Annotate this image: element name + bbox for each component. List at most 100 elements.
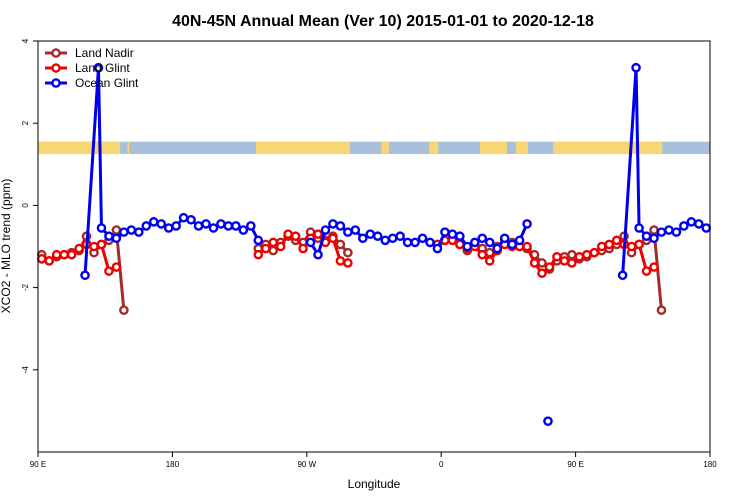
data-point <box>193 221 204 231</box>
data-point <box>44 256 55 266</box>
x-axis: 90 E 180 90 W 0 90 E 180 <box>30 452 717 469</box>
data-point <box>604 239 615 250</box>
land-band-segment <box>127 141 130 155</box>
data-point <box>298 243 308 254</box>
data-point <box>626 241 637 252</box>
land-ocean-band <box>38 141 710 155</box>
data-point <box>641 266 652 276</box>
data-point <box>343 247 353 258</box>
data-point <box>701 223 712 233</box>
data-point <box>126 225 137 235</box>
data-point <box>634 223 644 233</box>
data-point <box>178 212 189 223</box>
data-point <box>365 229 376 239</box>
data-point <box>93 62 104 73</box>
data-point <box>313 229 323 239</box>
legend-swatch-marker <box>51 48 61 58</box>
legend-label: Land Glint <box>75 61 130 75</box>
data-point <box>469 237 480 248</box>
data-point <box>253 249 264 260</box>
data-point <box>111 262 122 272</box>
y-tick-label: -2 <box>21 283 30 291</box>
data-point <box>290 231 301 242</box>
data-point <box>529 258 540 268</box>
chart-title: 40N-45N Annual Mean (Ver 10) 2015-01-01 … <box>172 13 594 30</box>
data-point <box>387 233 398 244</box>
data-point <box>656 305 667 316</box>
data-point <box>641 231 652 242</box>
data-point <box>617 270 628 281</box>
data-point <box>156 219 166 229</box>
x-tick-label: 90 E <box>30 460 46 469</box>
data-point <box>499 233 510 244</box>
data-point <box>223 221 234 231</box>
data-point <box>425 237 435 248</box>
y-tick-label: 2 <box>21 120 30 125</box>
y-tick-label: -4 <box>21 366 30 374</box>
data-point <box>631 62 641 73</box>
data-point <box>671 227 682 237</box>
data-point <box>611 235 622 246</box>
legend-label: Ocean Glint <box>75 76 139 90</box>
y-axis: -4 -2 0 2 4 <box>21 38 38 373</box>
data-point <box>522 241 532 252</box>
data-point <box>208 223 219 233</box>
data-point <box>543 416 553 426</box>
data-point <box>649 233 659 244</box>
legend-item: Land Glint <box>45 61 130 75</box>
data-point <box>380 235 391 246</box>
data-point <box>567 258 577 268</box>
data-point <box>253 235 264 246</box>
data-point <box>268 245 279 256</box>
data-point <box>574 251 585 262</box>
data-point <box>66 249 77 260</box>
ocean-band <box>38 141 710 155</box>
data-point <box>552 251 562 262</box>
data-point <box>694 219 704 229</box>
data-point <box>186 214 196 225</box>
land-band-segment <box>38 141 121 155</box>
data-point <box>163 223 174 233</box>
data-point <box>283 229 293 239</box>
data-point <box>343 227 353 237</box>
data-point <box>507 239 517 250</box>
data-point <box>231 221 241 231</box>
data-point <box>537 258 547 268</box>
data-point <box>477 233 488 244</box>
data-point <box>96 223 107 233</box>
x-axis-label: Longitude <box>348 477 401 491</box>
data-point <box>455 231 465 242</box>
data-point <box>119 227 129 237</box>
x-tick-label: 180 <box>166 460 180 469</box>
data-point <box>328 219 338 229</box>
data-point <box>335 256 346 266</box>
legend-label: Land Nadir <box>75 46 134 60</box>
land-band-segment <box>553 141 663 155</box>
data-point <box>679 221 689 231</box>
data-point <box>522 219 532 229</box>
legend-item: Land Nadir <box>45 46 134 60</box>
data-point <box>36 254 47 264</box>
x-tick-label: 90 E <box>567 460 583 469</box>
legend-swatch-marker <box>51 63 61 73</box>
data-point <box>634 239 644 250</box>
data-point <box>447 229 458 239</box>
data-point <box>656 227 667 237</box>
land-band-segment <box>480 141 507 155</box>
data-point <box>567 249 577 260</box>
data-point <box>537 268 547 279</box>
data-point <box>350 225 361 235</box>
data-point <box>335 221 346 231</box>
data-point <box>238 225 249 235</box>
data-point <box>171 221 181 231</box>
data-point <box>484 256 495 266</box>
data-point <box>343 258 353 268</box>
land-band-segment <box>515 141 528 155</box>
data-point <box>417 233 428 244</box>
data-point <box>96 239 107 250</box>
data-point <box>59 249 69 260</box>
data-point <box>104 266 114 276</box>
legend-item: Ocean Glint <box>45 76 139 90</box>
data-point <box>201 219 211 229</box>
